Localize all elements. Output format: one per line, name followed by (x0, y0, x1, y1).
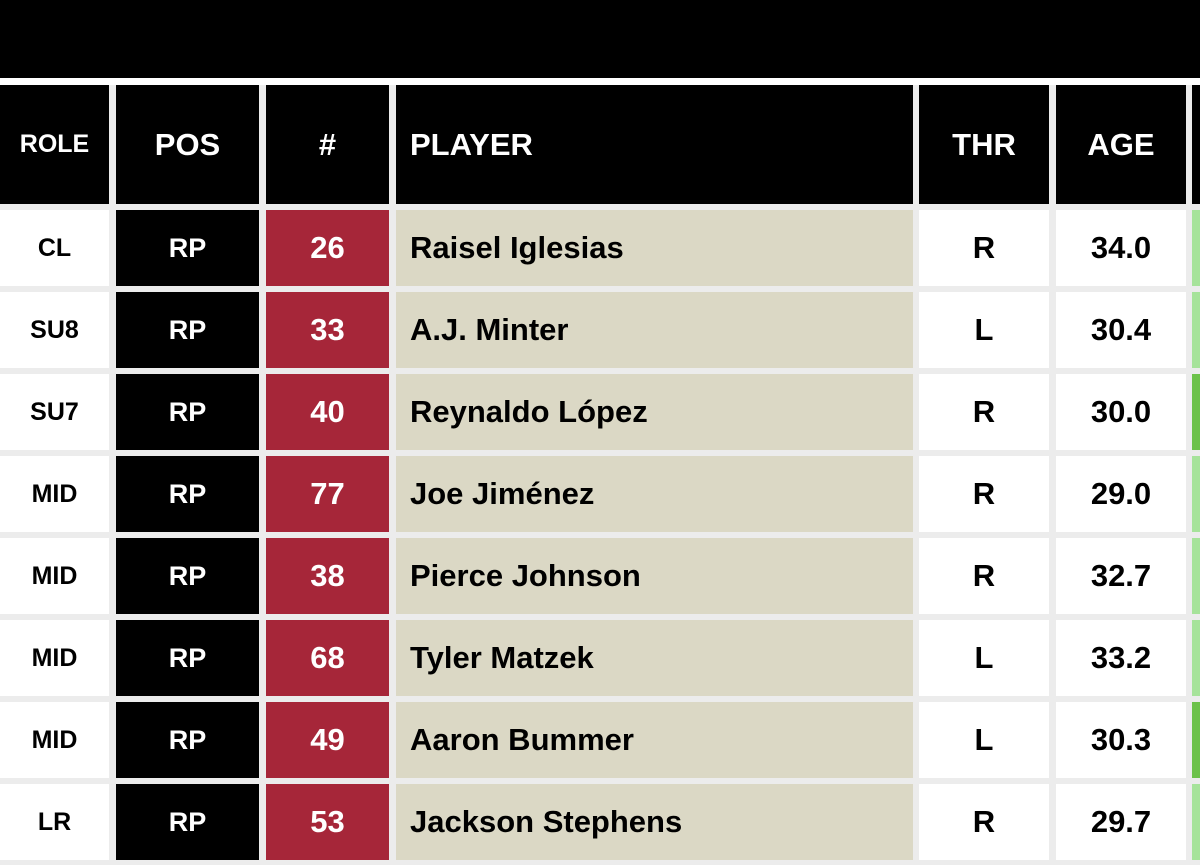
indicator-cell (1192, 784, 1200, 860)
table-header: ROLE POS # PLAYER THR AGE (0, 85, 1200, 204)
throws-cell: L (919, 620, 1049, 696)
number-cell: 40 (266, 374, 389, 450)
pos-cell: RP (116, 702, 259, 778)
role-cell: SU7 (0, 374, 109, 450)
indicator-cell (1192, 538, 1200, 614)
age-cell: 29.7 (1056, 784, 1186, 860)
table-row[interactable]: SU7 RP 40 Reynaldo López R 30.0 (0, 374, 1200, 450)
header-number[interactable]: # (266, 85, 389, 204)
number-cell: 68 (266, 620, 389, 696)
age-cell: 29.0 (1056, 456, 1186, 532)
number-cell: 33 (266, 292, 389, 368)
throws-cell: R (919, 374, 1049, 450)
header-age[interactable]: AGE (1056, 85, 1186, 204)
throws-cell: R (919, 456, 1049, 532)
table-row[interactable]: CL RP 26 Raisel Iglesias R 34.0 (0, 210, 1200, 286)
pos-cell: RP (116, 456, 259, 532)
player-name[interactable]: Joe Jiménez (396, 456, 913, 532)
player-name[interactable]: Tyler Matzek (396, 620, 913, 696)
player-name[interactable]: A.J. Minter (396, 292, 913, 368)
role-cell: CL (0, 210, 109, 286)
table-row[interactable]: LR RP 53 Jackson Stephens R 29.7 (0, 784, 1200, 860)
age-cell: 30.0 (1056, 374, 1186, 450)
divider (0, 78, 1200, 85)
pos-cell: RP (116, 292, 259, 368)
role-cell: MID (0, 702, 109, 778)
number-cell: 77 (266, 456, 389, 532)
age-cell: 32.7 (1056, 538, 1186, 614)
top-bar (0, 0, 1200, 78)
pos-cell: RP (116, 374, 259, 450)
throws-cell: L (919, 292, 1049, 368)
throws-cell: R (919, 784, 1049, 860)
header-throws[interactable]: THR (919, 85, 1049, 204)
pos-cell: RP (116, 620, 259, 696)
number-cell: 49 (266, 702, 389, 778)
role-cell: LR (0, 784, 109, 860)
player-name[interactable]: Pierce Johnson (396, 538, 913, 614)
age-cell: 30.3 (1056, 702, 1186, 778)
player-name[interactable]: Raisel Iglesias (396, 210, 913, 286)
pos-cell: RP (116, 538, 259, 614)
player-name[interactable]: Reynaldo López (396, 374, 913, 450)
role-cell: MID (0, 620, 109, 696)
indicator-cell (1192, 374, 1200, 450)
indicator-cell (1192, 702, 1200, 778)
table-row[interactable]: MID RP 49 Aaron Bummer L 30.3 (0, 702, 1200, 778)
throws-cell: R (919, 210, 1049, 286)
player-name[interactable]: Jackson Stephens (396, 784, 913, 860)
indicator-cell (1192, 620, 1200, 696)
indicator-cell (1192, 210, 1200, 286)
table-row[interactable]: MID RP 77 Joe Jiménez R 29.0 (0, 456, 1200, 532)
pos-cell: RP (116, 210, 259, 286)
age-cell: 30.4 (1056, 292, 1186, 368)
header-role[interactable]: ROLE (0, 85, 109, 204)
header-pos[interactable]: POS (116, 85, 259, 204)
header-next-column (1192, 85, 1200, 204)
age-cell: 33.2 (1056, 620, 1186, 696)
pos-cell: RP (116, 784, 259, 860)
number-cell: 53 (266, 784, 389, 860)
throws-cell: L (919, 702, 1049, 778)
table-row[interactable]: SU8 RP 33 A.J. Minter L 30.4 (0, 292, 1200, 368)
indicator-cell (1192, 456, 1200, 532)
header-player[interactable]: PLAYER (396, 85, 913, 204)
number-cell: 38 (266, 538, 389, 614)
role-cell: SU8 (0, 292, 109, 368)
role-cell: MID (0, 538, 109, 614)
table-row[interactable]: MID RP 38 Pierce Johnson R 32.7 (0, 538, 1200, 614)
age-cell: 34.0 (1056, 210, 1186, 286)
role-cell: MID (0, 456, 109, 532)
table-row[interactable]: MID RP 68 Tyler Matzek L 33.2 (0, 620, 1200, 696)
player-name[interactable]: Aaron Bummer (396, 702, 913, 778)
indicator-cell (1192, 292, 1200, 368)
throws-cell: R (919, 538, 1049, 614)
number-cell: 26 (266, 210, 389, 286)
